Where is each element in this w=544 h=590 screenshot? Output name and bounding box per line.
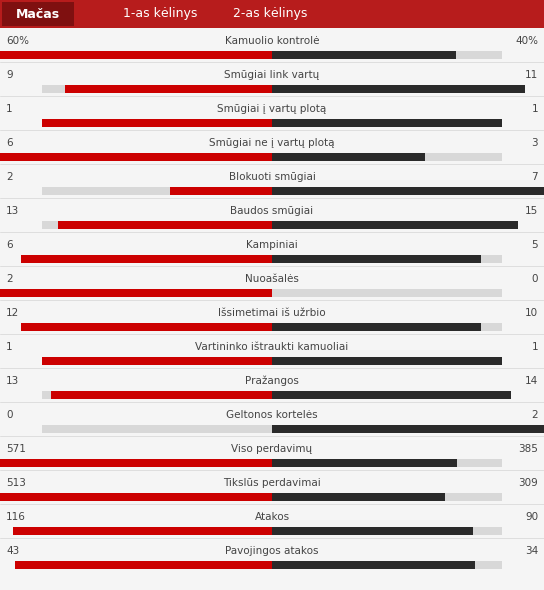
FancyBboxPatch shape (51, 391, 272, 399)
Text: 3: 3 (531, 138, 538, 148)
Text: 2: 2 (531, 410, 538, 420)
FancyBboxPatch shape (42, 289, 502, 297)
FancyBboxPatch shape (0, 493, 272, 500)
FancyBboxPatch shape (272, 356, 502, 365)
FancyBboxPatch shape (42, 255, 502, 263)
FancyBboxPatch shape (42, 356, 272, 365)
Text: 34: 34 (525, 546, 538, 556)
FancyBboxPatch shape (42, 391, 502, 399)
FancyBboxPatch shape (42, 323, 502, 330)
Text: Baudos smūgiai: Baudos smūgiai (231, 206, 313, 216)
FancyBboxPatch shape (15, 560, 272, 569)
Text: Geltonos kortelės: Geltonos kortelės (226, 410, 318, 420)
FancyBboxPatch shape (2, 2, 74, 26)
FancyBboxPatch shape (13, 527, 272, 535)
Text: 6: 6 (6, 138, 13, 148)
Text: 13: 13 (6, 376, 19, 386)
FancyBboxPatch shape (42, 425, 502, 432)
FancyBboxPatch shape (272, 323, 481, 330)
FancyBboxPatch shape (0, 289, 272, 297)
FancyBboxPatch shape (0, 51, 272, 58)
Text: 9: 9 (6, 70, 13, 80)
Text: 309: 309 (518, 478, 538, 488)
Text: 2-as kėlinys: 2-as kėlinys (233, 8, 307, 21)
FancyBboxPatch shape (0, 153, 272, 160)
Text: 0: 0 (6, 410, 13, 420)
Text: 1-as kėlinys: 1-as kėlinys (123, 8, 197, 21)
Text: 1: 1 (6, 342, 13, 352)
FancyBboxPatch shape (42, 493, 502, 500)
FancyBboxPatch shape (272, 255, 481, 263)
FancyBboxPatch shape (42, 221, 502, 228)
Text: 12: 12 (6, 308, 19, 318)
Text: Nuoašalės: Nuoašalės (245, 274, 299, 284)
FancyBboxPatch shape (272, 458, 458, 467)
FancyBboxPatch shape (272, 186, 544, 195)
Text: 513: 513 (6, 478, 26, 488)
Text: Smūgiai į vartų plotą: Smūgiai į vartų plotą (218, 104, 326, 114)
Text: Smūgiai ne į vartų plotą: Smūgiai ne į vartų plotą (209, 138, 335, 148)
Text: 2: 2 (6, 274, 13, 284)
FancyBboxPatch shape (272, 425, 544, 432)
FancyBboxPatch shape (21, 255, 272, 263)
Text: 385: 385 (518, 444, 538, 454)
FancyBboxPatch shape (272, 493, 445, 500)
Text: 2: 2 (6, 172, 13, 182)
Text: 116: 116 (6, 512, 26, 522)
FancyBboxPatch shape (42, 84, 502, 93)
Text: 0: 0 (531, 274, 538, 284)
FancyBboxPatch shape (58, 221, 272, 228)
Text: Atakos: Atakos (255, 512, 289, 522)
FancyBboxPatch shape (42, 458, 502, 467)
FancyBboxPatch shape (272, 119, 502, 127)
Text: Kamuolio kontrolė: Kamuolio kontrolė (225, 36, 319, 46)
Text: 13: 13 (6, 206, 19, 216)
Text: 7: 7 (531, 172, 538, 182)
Text: 14: 14 (525, 376, 538, 386)
Text: Smūgiai link vartų: Smūgiai link vartų (224, 70, 320, 80)
Text: 40%: 40% (515, 36, 538, 46)
Text: 60%: 60% (6, 36, 29, 46)
Text: Tikslūs perdavimai: Tikslūs perdavimai (223, 478, 321, 488)
FancyBboxPatch shape (170, 186, 272, 195)
Text: 10: 10 (525, 308, 538, 318)
FancyBboxPatch shape (42, 119, 272, 127)
FancyBboxPatch shape (272, 84, 525, 93)
Text: 6: 6 (6, 240, 13, 250)
FancyBboxPatch shape (272, 527, 473, 535)
FancyBboxPatch shape (272, 560, 475, 569)
FancyBboxPatch shape (42, 153, 502, 160)
Text: Pavojingos atakos: Pavojingos atakos (225, 546, 319, 556)
FancyBboxPatch shape (272, 51, 456, 58)
FancyBboxPatch shape (21, 323, 272, 330)
Text: Blokuoti smūgiai: Blokuoti smūgiai (228, 172, 316, 182)
Text: 43: 43 (6, 546, 19, 556)
Text: Išsimetimai iš užrbio: Išsimetimai iš užrbio (218, 308, 326, 318)
Text: 5: 5 (531, 240, 538, 250)
FancyBboxPatch shape (272, 221, 518, 228)
FancyBboxPatch shape (0, 458, 272, 467)
Text: Pražangos: Pražangos (245, 376, 299, 386)
Text: Kampiniai: Kampiniai (246, 240, 298, 250)
FancyBboxPatch shape (42, 186, 502, 195)
FancyBboxPatch shape (272, 391, 510, 399)
FancyBboxPatch shape (42, 356, 502, 365)
FancyBboxPatch shape (65, 84, 272, 93)
Text: 15: 15 (525, 206, 538, 216)
Text: 90: 90 (525, 512, 538, 522)
Text: 1: 1 (6, 104, 13, 114)
FancyBboxPatch shape (42, 119, 502, 127)
Text: Vartininko ištraukti kamuoliai: Vartininko ištraukti kamuoliai (195, 342, 349, 352)
Text: 1: 1 (531, 342, 538, 352)
Text: 11: 11 (525, 70, 538, 80)
FancyBboxPatch shape (42, 51, 502, 58)
Text: Viso perdavimų: Viso perdavimų (231, 444, 313, 454)
FancyBboxPatch shape (42, 560, 502, 569)
FancyBboxPatch shape (42, 527, 502, 535)
FancyBboxPatch shape (272, 153, 425, 160)
Text: 571: 571 (6, 444, 26, 454)
FancyBboxPatch shape (0, 0, 544, 28)
Text: Mačas: Mačas (16, 8, 60, 21)
Text: 1: 1 (531, 104, 538, 114)
